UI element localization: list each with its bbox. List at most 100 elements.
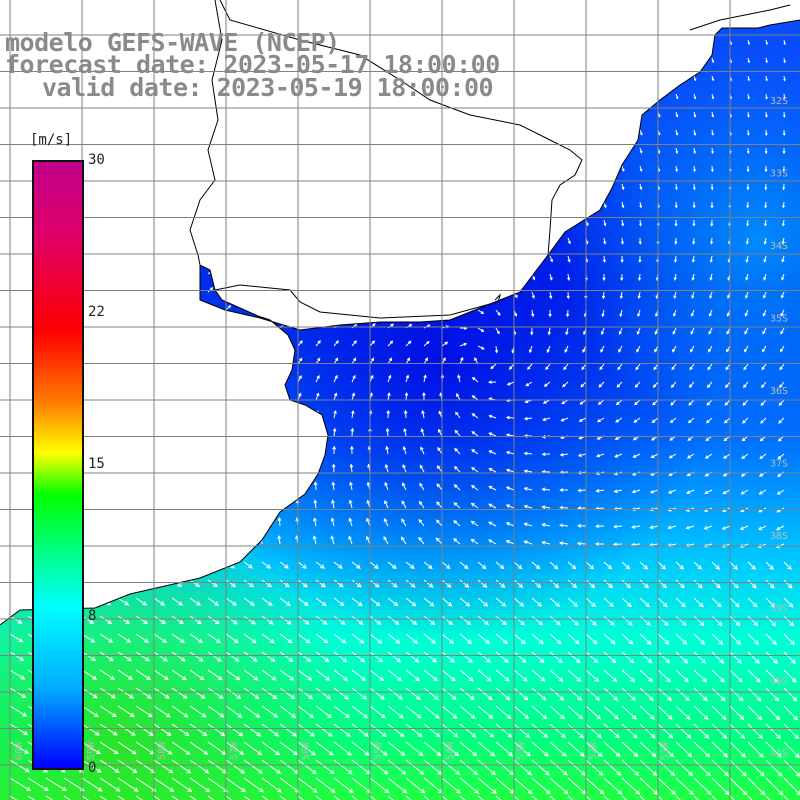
wind-arrow — [333, 651, 348, 663]
wind-arrow — [693, 651, 707, 664]
wind-arrow — [315, 651, 330, 663]
wind-arrow — [603, 579, 614, 589]
wind-arrow — [313, 517, 317, 527]
wind-arrow — [261, 795, 283, 800]
wind-arrow — [171, 687, 188, 699]
wind-arrow — [567, 615, 579, 626]
wind-arrow — [297, 759, 317, 775]
wind-arrow — [783, 57, 786, 64]
wind-arrow — [542, 399, 551, 404]
wind-arrow — [585, 651, 599, 664]
wind-arrow — [531, 705, 548, 720]
wind-arrow — [711, 651, 725, 664]
wind-arrow — [783, 93, 786, 100]
title-line-valid-date: valid date: 2023-05-19 18:00:00 — [42, 73, 494, 102]
wind-arrow — [135, 723, 154, 736]
wind-arrow — [423, 687, 439, 701]
wind-arrow — [171, 597, 184, 606]
wind-arrow — [423, 633, 437, 644]
wind-arrow — [459, 795, 480, 800]
wind-arrow — [783, 39, 786, 46]
wind-arrow — [117, 597, 130, 606]
wind-arrow — [675, 615, 687, 627]
wind-arrow — [651, 417, 659, 424]
wind-arrow — [387, 795, 409, 800]
wind-arrow — [189, 687, 206, 699]
wind-arrow — [387, 597, 399, 607]
wind-arrow — [675, 669, 689, 683]
wind-arrow — [603, 795, 624, 800]
wind-arrow — [724, 399, 731, 406]
wind-arrow — [758, 489, 767, 495]
wind-arrow — [621, 615, 633, 626]
wind-arrow — [657, 597, 668, 608]
wind-arrow — [45, 795, 68, 800]
wind-arrow — [612, 542, 623, 547]
wind-arrow — [243, 687, 260, 700]
wind-arrow — [674, 219, 678, 227]
wind-arrow — [403, 409, 408, 419]
wind-arrow — [333, 374, 338, 383]
wind-arrow — [765, 669, 779, 683]
wind-arrow — [189, 615, 202, 625]
wind-arrow — [471, 376, 479, 383]
wind-arrow — [385, 427, 390, 437]
wind-arrow — [117, 669, 133, 680]
wind-arrow — [747, 741, 764, 758]
wind-arrow — [333, 795, 355, 800]
wind-arrow — [634, 381, 641, 388]
wind-arrow — [351, 651, 366, 663]
wind-arrow — [621, 759, 640, 776]
wind-arrow — [675, 183, 678, 191]
wind-arrow — [567, 723, 584, 739]
wind-arrow — [603, 759, 622, 776]
wind-arrow — [667, 489, 677, 494]
wind-arrow — [761, 345, 767, 353]
wind-arrow — [422, 391, 426, 401]
wind-arrow — [603, 705, 619, 720]
wind-arrow — [207, 723, 226, 737]
wind-arrow — [764, 166, 768, 173]
wind-arrow — [652, 399, 659, 406]
wind-arrow — [531, 741, 549, 757]
wind-arrow — [387, 615, 400, 626]
wind-arrow — [423, 741, 442, 757]
wind-arrow — [207, 669, 223, 681]
wind-arrow — [746, 183, 750, 191]
wind-arrow — [495, 597, 507, 607]
wind-arrow — [279, 651, 294, 663]
wind-arrow — [692, 237, 696, 245]
wind-arrow — [763, 255, 767, 263]
wind-arrow — [711, 579, 721, 589]
wind-arrow — [780, 327, 785, 335]
wind-arrow — [675, 687, 690, 702]
wind-arrow — [423, 651, 438, 663]
wind-arrow — [189, 651, 204, 662]
wind-arrow — [639, 183, 643, 191]
wind-arrow — [723, 417, 731, 424]
wind-arrow — [171, 759, 192, 774]
wind-arrow — [760, 399, 767, 406]
wind-arrow — [423, 579, 434, 588]
wind-arrow — [207, 287, 214, 293]
wind-arrow — [693, 147, 697, 154]
wind-arrow — [711, 129, 714, 136]
wind-arrow — [261, 615, 274, 625]
wind-arrow — [693, 723, 710, 739]
wind-arrow — [525, 381, 533, 387]
wind-arrow — [782, 165, 786, 173]
wind-arrow — [495, 651, 509, 663]
wind-arrow — [762, 309, 767, 317]
wind-arrow — [297, 579, 308, 588]
wind-arrow — [189, 633, 203, 644]
wind-arrow — [117, 795, 140, 800]
wind-arrow — [549, 759, 568, 776]
wind-arrow — [657, 795, 677, 800]
wind-arrow — [477, 795, 498, 800]
wind-arrow — [778, 417, 785, 424]
wind-arrow — [331, 499, 335, 509]
colorbar-tick-22: 22 — [88, 304, 105, 320]
wind-arrow — [745, 255, 749, 263]
wind-arrow — [541, 487, 551, 492]
wind-arrow — [189, 741, 209, 755]
